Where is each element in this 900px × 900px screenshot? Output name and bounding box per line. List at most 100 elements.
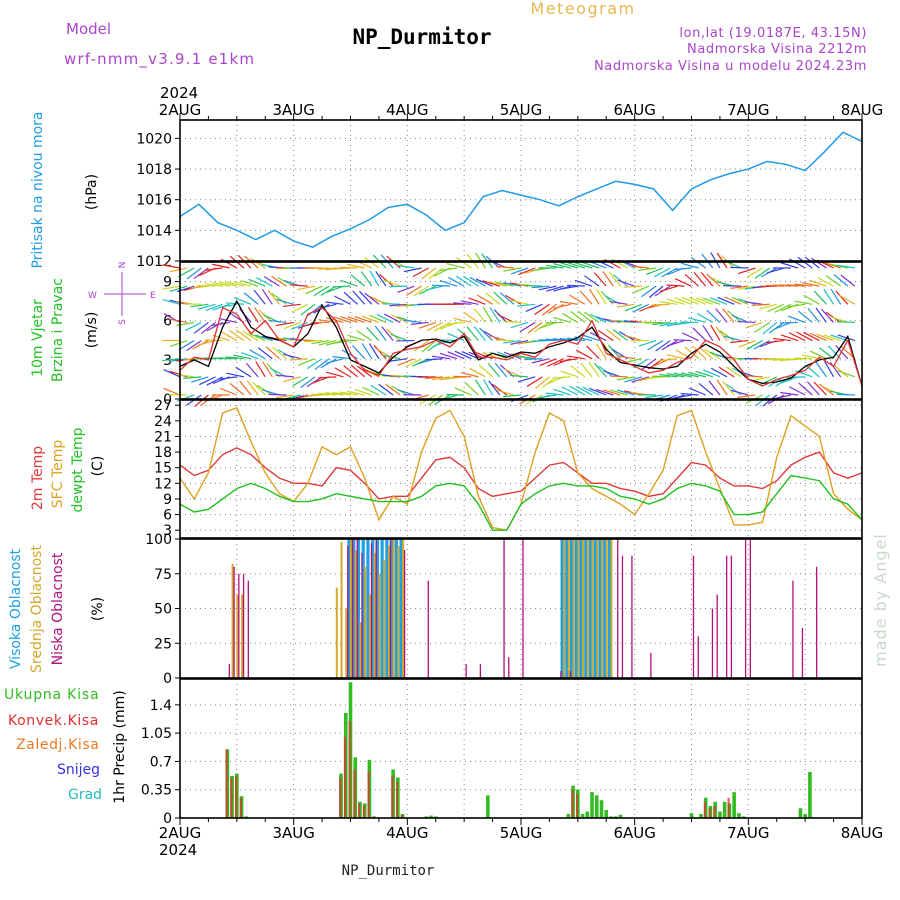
cloud-low-bar (465, 664, 467, 678)
wind-arrow (421, 340, 437, 353)
wind-arrow (815, 307, 827, 323)
wind-arrow (205, 303, 223, 311)
wind-arrow (577, 310, 593, 323)
wind-arrow (413, 285, 429, 297)
wind-arrow (809, 350, 827, 360)
wind-arrow (482, 306, 494, 323)
wind-arrow (169, 285, 188, 292)
cloud-low-bar (389, 539, 392, 678)
precip-conv-bar (571, 789, 574, 818)
y-tick-label: 3 (163, 523, 172, 539)
wind-arrow (717, 296, 735, 305)
wind-arrow (667, 298, 685, 305)
y-tick-label: 1.05 (141, 726, 172, 742)
wind-arrow (211, 282, 230, 287)
wind-arrow (623, 285, 642, 288)
wind-arrow (453, 317, 472, 324)
cloud-high-bar (399, 539, 403, 678)
model-altitude-text: Nadmorska Visina u modelu 2024.23m (594, 59, 867, 74)
wind-arrow (454, 387, 472, 396)
wind-arrow (574, 279, 593, 287)
wind-arrow (318, 376, 337, 379)
wind-arrow (354, 388, 372, 396)
wind-arrow (759, 303, 777, 310)
precip-conv-bar (703, 801, 707, 818)
wind-arrow (368, 343, 380, 360)
wind-arrow (718, 366, 735, 378)
wind-arrow (397, 285, 415, 293)
model-name: wrf-nmm_v3.9.1 e1km (64, 50, 255, 69)
wind-arrow (773, 337, 792, 342)
wind-arrow (343, 291, 359, 305)
wind-arrow (320, 285, 337, 296)
wind-arrow (698, 346, 714, 360)
cloud-low-bar (238, 573, 240, 678)
cloud-high-bar (375, 539, 380, 678)
wind-arrow (765, 358, 784, 361)
wind-arrow (616, 303, 635, 308)
wind-arrow (239, 380, 252, 396)
wind-arrow (374, 325, 387, 341)
y-tick-label: 0 (163, 392, 172, 408)
wind-arrow (257, 347, 273, 360)
wind-arrow (710, 297, 728, 305)
wind-arrow (485, 292, 501, 305)
wind-arrow (361, 315, 380, 323)
y-tick-label: 9 (163, 492, 172, 508)
wind-arrow (197, 339, 216, 346)
wind-arrow (169, 340, 188, 348)
cloud-high-bar (574, 539, 578, 678)
cloud-mid-bar (231, 564, 234, 678)
wind-arrow (560, 370, 579, 378)
wind-arrow (737, 320, 756, 324)
wind-arrow (254, 307, 266, 323)
wind-arrow (589, 313, 607, 323)
precip-conv-bar (362, 805, 366, 818)
wind-arrow (698, 382, 714, 396)
wind-arrow (169, 358, 188, 363)
wind-arrow (418, 321, 436, 329)
footer-station: NP_Durmitor (342, 863, 435, 879)
wind-arrow (730, 285, 749, 289)
cloud-low-bar (427, 580, 429, 678)
cloud-mid-bar (345, 608, 348, 678)
bottom-time-label: 3AUG (272, 824, 314, 842)
wind-arrow (594, 362, 607, 378)
cloud-mid-label: Srednja Oblacnost (29, 545, 45, 673)
temp-labels: 2m Temp SFC Temp dewpt Temp (C) (30, 427, 106, 512)
wind-arrow (275, 337, 294, 342)
wind-arrow (178, 340, 195, 351)
precip-total-bar (585, 811, 590, 818)
cloud-mid-bar (397, 545, 400, 678)
wind-arrow (613, 274, 628, 287)
wind-arrow (731, 314, 749, 323)
wind-arrow (200, 321, 216, 334)
cloud-high-bar (356, 539, 361, 678)
wind-arrow (169, 267, 188, 273)
chart-title: Meteogram (530, 0, 635, 18)
wind-arrow (325, 301, 344, 305)
wind-arrow (453, 302, 472, 305)
wind-arrow (219, 387, 238, 396)
wind-arrow (397, 389, 415, 396)
wind-arrow (256, 277, 273, 287)
wind-arrow (652, 321, 671, 326)
cloud-high-bar (380, 539, 384, 678)
wind-arrow (762, 321, 778, 335)
cloud-low-bar (650, 652, 652, 678)
wind-arrow (772, 358, 792, 361)
wind-arrow (744, 375, 763, 378)
wind-arrow (593, 272, 607, 287)
wind-arrow (320, 358, 337, 369)
y-tick-label: 1016 (136, 193, 172, 209)
wind-arrow (531, 358, 550, 364)
bottom-time-label: 5AUG (500, 824, 542, 842)
wind-arrow (255, 334, 273, 342)
wind-arrow (730, 389, 749, 396)
wind-arrow (311, 393, 330, 396)
wind-arrow (825, 275, 842, 287)
wind-arrow (261, 288, 273, 305)
wind-arrow (369, 270, 380, 287)
wind-arrow (298, 358, 316, 366)
